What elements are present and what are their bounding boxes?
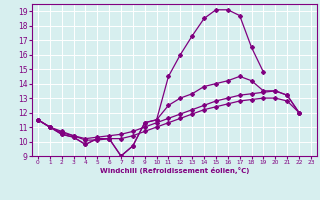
X-axis label: Windchill (Refroidissement éolien,°C): Windchill (Refroidissement éolien,°C) xyxy=(100,167,249,174)
